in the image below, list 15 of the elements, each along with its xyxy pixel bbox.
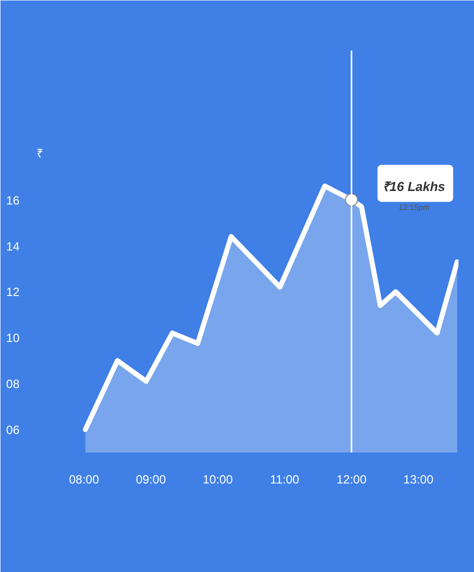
y-tick-label: 08 bbox=[6, 377, 20, 392]
annotation: 12:15pm bbox=[398, 202, 430, 212]
y-tick-label: 06 bbox=[6, 423, 20, 438]
y-tick-label: 16 bbox=[6, 193, 20, 208]
y-axis-title: ₹ bbox=[36, 146, 44, 160]
x-tick-label: 08:00 bbox=[68, 472, 100, 486]
y-tick-label: 12 bbox=[6, 285, 20, 300]
x-tick-label: 12:00 bbox=[336, 472, 367, 486]
annotation: ₹16 Lakhs bbox=[382, 178, 446, 194]
y-tick-label: 10 bbox=[6, 331, 20, 346]
y-tick-label: 14 bbox=[6, 239, 20, 254]
x-tick-label: 09:00 bbox=[136, 472, 166, 486]
x-tick-label: 13:00 bbox=[403, 472, 434, 486]
x-tick-label: 10:00 bbox=[202, 472, 234, 486]
x-tick-label: 11:00 bbox=[270, 472, 300, 486]
